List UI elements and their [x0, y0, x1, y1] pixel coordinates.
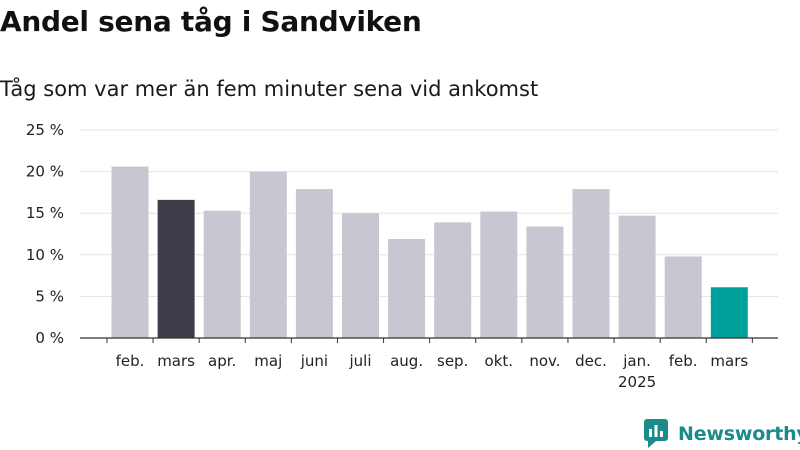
chart-title: Andel sena tåg i Sandviken: [0, 5, 422, 38]
bar: [342, 213, 379, 338]
x-tick-label: mars: [710, 352, 748, 370]
bar: [434, 222, 472, 338]
y-tick-label: 15 %: [26, 204, 64, 222]
x-tick-label: okt.: [485, 352, 514, 370]
bar: [388, 238, 426, 338]
x-tick-label: juni: [300, 352, 328, 370]
bar: [295, 189, 333, 338]
bar: [572, 189, 610, 338]
bar: [710, 287, 748, 338]
y-tick-label: 25 %: [26, 121, 64, 139]
bar: [249, 171, 287, 338]
gridlines: [80, 129, 778, 297]
newsworthy-logo-icon: [644, 419, 668, 448]
x-tick-label: juli: [348, 352, 371, 370]
bar: [157, 199, 195, 338]
y-tick-label: 5 %: [35, 287, 64, 305]
bar: [480, 211, 518, 338]
x-tick-label: jan.: [622, 352, 651, 370]
x-tick-label: aug.: [390, 352, 423, 370]
x-tick-label: maj: [254, 352, 282, 370]
x-tick-year-label: 2025: [618, 373, 656, 391]
y-axis-ticks: 0 % 5 % 10 % 15 % 20 % 25 %: [26, 121, 64, 347]
y-tick-label: 0 %: [35, 329, 64, 347]
x-tick-label: feb.: [669, 352, 698, 370]
x-axis: feb. mars apr. maj juni juli aug. sep. okt. nov. d…: [80, 337, 778, 391]
x-tick-label: apr.: [208, 352, 236, 370]
bars: [111, 166, 748, 338]
bar: [618, 215, 656, 338]
bar: [111, 166, 149, 338]
x-tick-label: dec.: [575, 352, 607, 370]
y-tick-label: 10 %: [26, 246, 64, 264]
newsworthy-logo: Newsworthy: [644, 419, 800, 449]
chart-subtitle: Tåg som var mer än fem minuter sena vid …: [0, 77, 539, 101]
x-tick-label: feb.: [116, 352, 145, 370]
x-tick-label: nov.: [529, 352, 560, 370]
brand-name: Newsworthy: [678, 423, 800, 445]
y-tick-label: 20 %: [26, 163, 64, 181]
x-tick-label: mars: [157, 352, 195, 370]
bar: [664, 256, 702, 338]
bar: [526, 226, 564, 338]
bar: [203, 210, 241, 338]
x-tick-label: sep.: [437, 352, 468, 370]
